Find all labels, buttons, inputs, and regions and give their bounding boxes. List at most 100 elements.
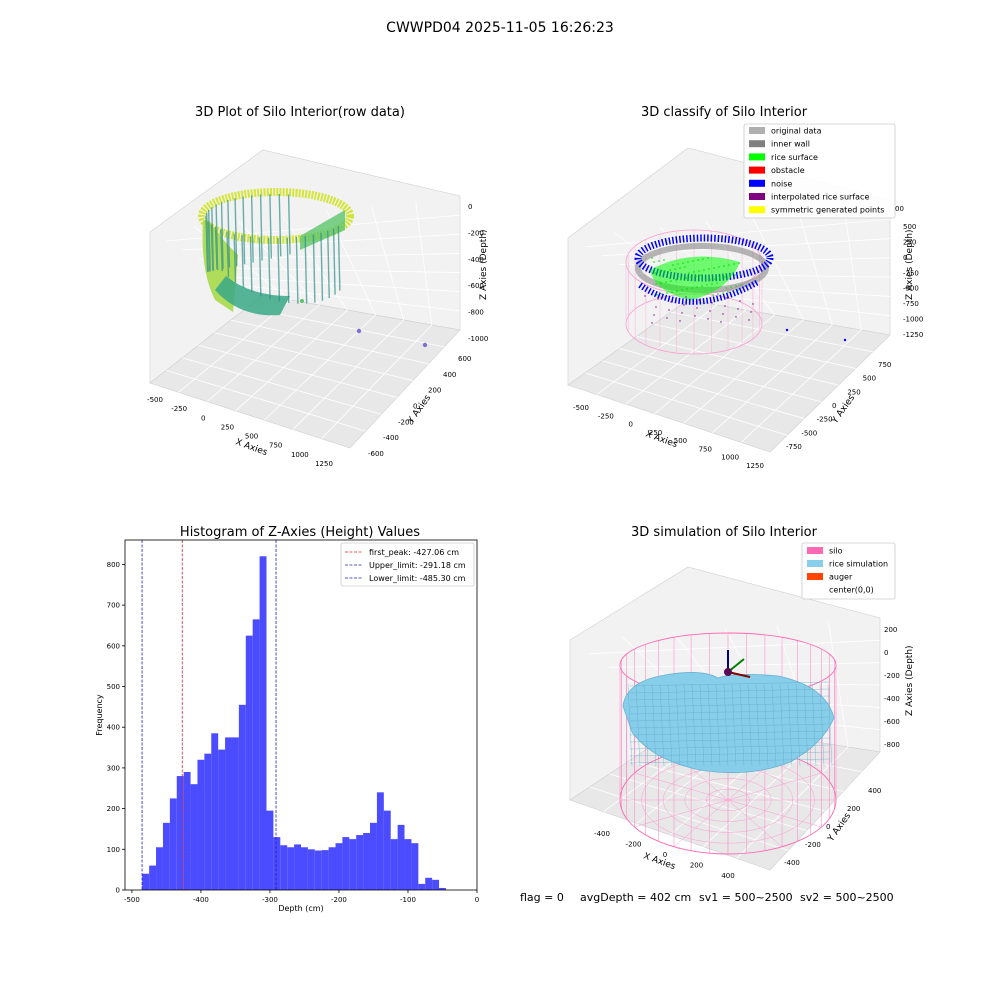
- hist-bar: [149, 865, 157, 890]
- sim-silo-floor-spoke: [727, 799, 822, 828]
- raw-x-tick-label: 0: [201, 414, 205, 422]
- cls-interp-point: [750, 311, 752, 313]
- sim-mesh-line: [629, 709, 831, 715]
- cls-legend-swatch: [749, 153, 765, 161]
- cls-rice-point: [707, 257, 709, 259]
- raw-streak: [206, 212, 209, 272]
- raw-y-tick-label: 400: [443, 371, 456, 379]
- cls-rice-point: [730, 286, 732, 288]
- cls-legend-swatch: [749, 206, 765, 214]
- hist-bar: [266, 810, 274, 890]
- raw-streak: [250, 195, 254, 263]
- gridline: [246, 285, 461, 312]
- hist-legend-label: Upper_limit: -291.18 cm: [369, 561, 466, 570]
- cls-z-tick-label: -750: [903, 300, 919, 308]
- raw-streak: [258, 237, 262, 297]
- hist-y-tick-label: 600: [107, 642, 120, 650]
- sim-mesh-line: [755, 683, 761, 767]
- gridline: [198, 344, 398, 398]
- gridline: [602, 360, 805, 419]
- hist-bars: [142, 556, 446, 890]
- hist-bar: [156, 847, 163, 890]
- cls-rice-point: [716, 282, 718, 284]
- raw-x-tick-label: 500: [245, 433, 258, 441]
- cls-interp-point: [681, 312, 683, 314]
- sim-mesh-line: [629, 751, 831, 757]
- cls-rice-point: [696, 286, 698, 288]
- cls-y-tick-label: 500: [863, 375, 876, 383]
- cls-z-axis-label: Z Axies (Depth): [905, 229, 915, 300]
- cls-x-tick-label: 1000: [721, 454, 739, 462]
- sim-mesh-line: [819, 683, 825, 767]
- raw-z-tick-label: -200: [468, 229, 484, 237]
- sim-mesh-line: [827, 683, 833, 767]
- cls-rice-point: [693, 271, 695, 273]
- cls-y-tick-label: 750: [878, 361, 891, 369]
- cls-rice-point: [664, 270, 666, 272]
- cls-interp-point: [698, 299, 700, 301]
- gridline: [230, 319, 429, 365]
- cls-interp-point: [711, 302, 713, 304]
- gridline: [670, 311, 873, 353]
- sim-mesh-line: [629, 688, 831, 694]
- hist-y-tick-label: 100: [107, 846, 120, 854]
- cls-rice-point: [691, 287, 693, 289]
- cls-interp-point: [653, 314, 655, 316]
- sim-x-tick-label: -200: [626, 841, 642, 849]
- sim-mesh-line: [683, 683, 689, 767]
- hist-bar: [301, 847, 308, 890]
- cls-rice-point: [660, 282, 662, 284]
- panel-raw-title: 3D Plot of Silo Interior(row data): [195, 105, 405, 120]
- cls-interp-point: [655, 306, 657, 308]
- sim-mesh-line: [635, 683, 641, 767]
- hist-bar: [273, 837, 281, 890]
- hist-y-ticks: 0 100 200 300 400 500 600 700 800: [107, 561, 125, 895]
- sim-x-tick-label: -400: [594, 830, 610, 838]
- sim-mesh-line: [715, 683, 721, 767]
- raw-streak: [278, 194, 282, 257]
- sim-z-tick-label: -800: [884, 741, 900, 749]
- cls-noise-lower-arc: [638, 279, 760, 305]
- gridline: [619, 348, 822, 403]
- sim-silo-floor-spoke: [727, 772, 822, 801]
- cls-rice-point: [682, 262, 684, 264]
- sim-legend-label: auger: [829, 573, 853, 582]
- gridline: [264, 314, 376, 421]
- cls-interp-point: [679, 320, 681, 322]
- gridline: [670, 290, 891, 317]
- gridline: [166, 370, 366, 432]
- cls-z-tick-label: -1000: [903, 316, 923, 324]
- status-sv2: sv2 = 500~2500: [800, 891, 894, 904]
- hist-bar: [183, 771, 191, 890]
- hist-y-tick-label: 700: [107, 602, 120, 610]
- cls-rice-point: [702, 258, 704, 260]
- hist-bar: [390, 839, 398, 890]
- cls-interp-point: [737, 308, 739, 310]
- cls-rice-point: [665, 281, 667, 283]
- cls-rice-point: [734, 274, 736, 276]
- sim-mesh-line: [763, 683, 769, 767]
- cls-interp-point: [657, 298, 659, 300]
- sim-mesh-line: [675, 683, 681, 767]
- cls-x-tick-label: -500: [573, 404, 589, 412]
- hist-bar: [259, 556, 267, 890]
- hist-bar: [314, 850, 322, 890]
- raw-point-cloud: [198, 188, 428, 348]
- status-flag: flag = 0: [520, 891, 564, 904]
- raw-z-tick-label: -600: [468, 282, 484, 290]
- raw-y-tick-label: 200: [428, 387, 441, 395]
- raw-streak: [242, 196, 246, 265]
- sim-mesh-line: [659, 683, 665, 767]
- cls-rice-point: [655, 283, 657, 285]
- raw-wall-right: [300, 210, 345, 250]
- cls-rice-point: [724, 276, 726, 278]
- cls-z-tick-label: -250: [903, 269, 919, 277]
- cls-interp-point: [724, 305, 726, 307]
- sim-y-ticks: -400 -200 0 200 400: [784, 787, 881, 867]
- raw-y-axis-label: Y Axies: [406, 393, 434, 426]
- gridline: [596, 304, 718, 395]
- cls-rice-point: [722, 292, 724, 294]
- cls-noise-ring: [634, 234, 774, 282]
- sim-silo-floor-spoke: [634, 799, 729, 828]
- raw-y-tick-label: 0: [413, 403, 417, 411]
